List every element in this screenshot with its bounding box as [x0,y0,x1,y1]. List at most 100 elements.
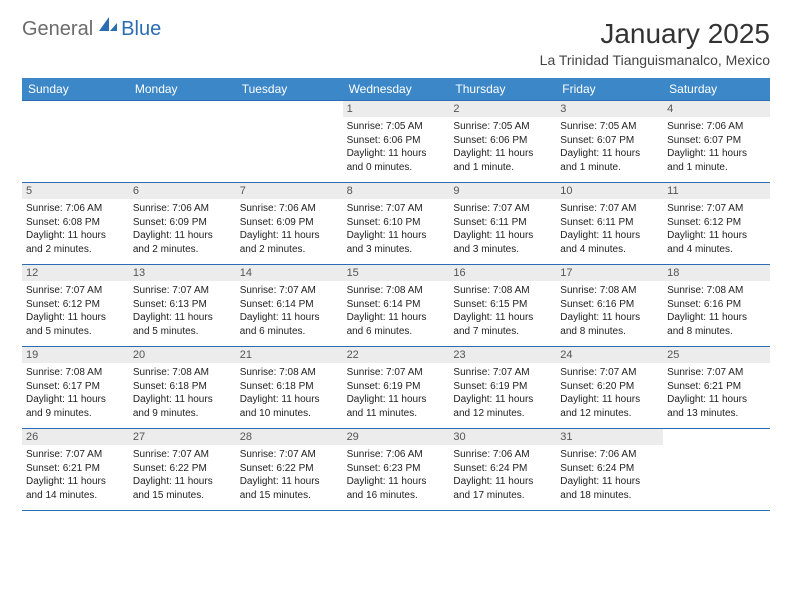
day-detail-day1: Daylight: 11 hours [240,393,339,407]
day-number: 21 [236,347,343,363]
day-detail-sunset: Sunset: 6:15 PM [453,298,552,312]
logo-text-general: General [22,18,93,41]
day-detail-sunset: Sunset: 6:11 PM [453,216,552,230]
day-detail-sunrise: Sunrise: 7:06 AM [347,448,446,462]
day-cell: 22Sunrise: 7:07 AMSunset: 6:19 PMDayligh… [343,347,450,428]
title-block: January 2025 La Trinidad Tianguismanalco… [540,18,770,68]
day-detail-sunrise: Sunrise: 7:07 AM [453,366,552,380]
day-detail-sunrise: Sunrise: 7:05 AM [347,120,446,134]
day-number: 18 [663,265,770,281]
day-detail-sunrise: Sunrise: 7:08 AM [453,284,552,298]
day-detail-sunset: Sunset: 6:08 PM [26,216,125,230]
logo-sail-icon [97,15,119,38]
day-detail-day1: Daylight: 11 hours [667,311,766,325]
day-cell: 16Sunrise: 7:08 AMSunset: 6:15 PMDayligh… [449,265,556,346]
day-detail-day1: Daylight: 11 hours [240,311,339,325]
day-detail-day2: and 0 minutes. [347,161,446,175]
day-number: 1 [343,101,450,117]
day-number: 11 [663,183,770,199]
day-detail-day1: Daylight: 11 hours [667,147,766,161]
calendar-bottom-rule [22,510,770,511]
day-detail-day2: and 5 minutes. [133,325,232,339]
day-cell: 4Sunrise: 7:06 AMSunset: 6:07 PMDaylight… [663,101,770,182]
day-number: 31 [556,429,663,445]
day-detail-day1: Daylight: 11 hours [240,229,339,243]
day-number: 13 [129,265,236,281]
dow-cell: Monday [129,78,236,100]
day-cell: 29Sunrise: 7:06 AMSunset: 6:23 PMDayligh… [343,429,450,510]
day-detail-day2: and 12 minutes. [453,407,552,421]
day-detail-sunset: Sunset: 6:10 PM [347,216,446,230]
day-detail-day2: and 5 minutes. [26,325,125,339]
day-detail-day1: Daylight: 11 hours [560,229,659,243]
day-cell: 2Sunrise: 7:05 AMSunset: 6:06 PMDaylight… [449,101,556,182]
day-detail-day1: Daylight: 11 hours [347,475,446,489]
day-detail-day1: Daylight: 11 hours [133,475,232,489]
day-number: 23 [449,347,556,363]
week-row: 1Sunrise: 7:05 AMSunset: 6:06 PMDaylight… [22,100,770,182]
day-cell [663,429,770,510]
day-detail-day2: and 6 minutes. [240,325,339,339]
day-number: 30 [449,429,556,445]
day-detail-sunset: Sunset: 6:16 PM [560,298,659,312]
day-cell: 20Sunrise: 7:08 AMSunset: 6:18 PMDayligh… [129,347,236,428]
day-detail-day2: and 4 minutes. [667,243,766,257]
day-detail-sunset: Sunset: 6:21 PM [667,380,766,394]
day-detail-sunset: Sunset: 6:09 PM [240,216,339,230]
day-number: 9 [449,183,556,199]
day-number: 27 [129,429,236,445]
day-detail-sunrise: Sunrise: 7:08 AM [560,284,659,298]
day-detail-sunset: Sunset: 6:06 PM [347,134,446,148]
day-detail-sunset: Sunset: 6:18 PM [240,380,339,394]
weeks-container: 1Sunrise: 7:05 AMSunset: 6:06 PMDaylight… [22,100,770,510]
day-detail-sunset: Sunset: 6:07 PM [560,134,659,148]
day-detail-day2: and 2 minutes. [240,243,339,257]
day-cell: 12Sunrise: 7:07 AMSunset: 6:12 PMDayligh… [22,265,129,346]
dow-cell: Wednesday [343,78,450,100]
dow-cell: Thursday [449,78,556,100]
day-detail-day1: Daylight: 11 hours [560,311,659,325]
day-detail-day1: Daylight: 11 hours [347,393,446,407]
day-detail-sunrise: Sunrise: 7:08 AM [667,284,766,298]
day-detail-sunrise: Sunrise: 7:07 AM [560,202,659,216]
day-number: 4 [663,101,770,117]
day-detail-sunset: Sunset: 6:24 PM [453,462,552,476]
day-number: 28 [236,429,343,445]
day-detail-sunrise: Sunrise: 7:07 AM [560,366,659,380]
day-detail-day1: Daylight: 11 hours [133,393,232,407]
day-detail-sunrise: Sunrise: 7:07 AM [453,202,552,216]
day-detail-sunset: Sunset: 6:12 PM [26,298,125,312]
day-number: 8 [343,183,450,199]
day-number: 5 [22,183,129,199]
day-detail-sunrise: Sunrise: 7:08 AM [240,366,339,380]
day-detail-day2: and 3 minutes. [453,243,552,257]
day-detail-sunrise: Sunrise: 7:08 AM [347,284,446,298]
day-detail-day2: and 8 minutes. [560,325,659,339]
day-detail-sunrise: Sunrise: 7:05 AM [560,120,659,134]
day-detail-day1: Daylight: 11 hours [453,147,552,161]
day-detail-day2: and 8 minutes. [667,325,766,339]
day-detail-sunrise: Sunrise: 7:07 AM [347,202,446,216]
day-detail-day2: and 3 minutes. [347,243,446,257]
day-cell: 21 Sunrise: 7:08 AMSunset: 6:18 PMDayligh… [236,347,343,428]
day-detail-day1: Daylight: 11 hours [26,229,125,243]
day-detail-sunset: Sunset: 6:13 PM [133,298,232,312]
day-detail-day2: and 10 minutes. [240,407,339,421]
day-detail-sunrise: Sunrise: 7:07 AM [347,366,446,380]
day-number: 19 [22,347,129,363]
day-detail-sunset: Sunset: 6:20 PM [560,380,659,394]
day-detail-day1: Daylight: 11 hours [560,147,659,161]
day-detail-day1: Daylight: 11 hours [347,147,446,161]
day-detail-day1: Daylight: 11 hours [453,311,552,325]
day-detail-day1: Daylight: 11 hours [560,393,659,407]
day-detail-day1: Daylight: 11 hours [667,229,766,243]
day-detail-sunrise: Sunrise: 7:07 AM [240,284,339,298]
day-detail-sunset: Sunset: 6:14 PM [347,298,446,312]
day-cell: 27Sunrise: 7:07 AMSunset: 6:22 PMDayligh… [129,429,236,510]
day-detail-sunrise: Sunrise: 7:07 AM [26,284,125,298]
day-detail-sunset: Sunset: 6:22 PM [240,462,339,476]
day-detail-sunset: Sunset: 6:21 PM [26,462,125,476]
day-detail-day2: and 16 minutes. [347,489,446,503]
day-cell: 19Sunrise: 7:08 AMSunset: 6:17 PMDayligh… [22,347,129,428]
day-cell: 25Sunrise: 7:07 AMSunset: 6:21 PMDayligh… [663,347,770,428]
